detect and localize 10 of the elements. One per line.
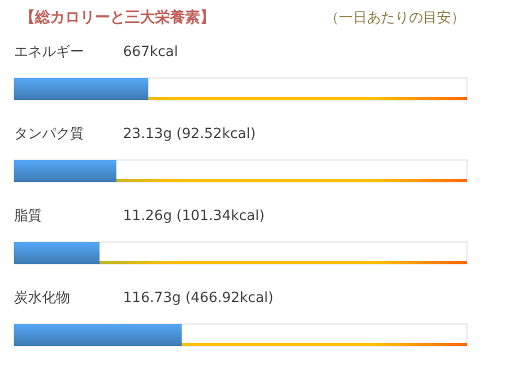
annotation: 116.73g (466.92kcal) xyxy=(123,290,274,306)
y-tick-label: エネルギー xyxy=(14,44,84,60)
chart-title: 【総カロリーと三大栄養素】 xyxy=(20,8,215,26)
y-tick-label: 脂質 xyxy=(14,208,42,224)
y-tick-label: タンパク質 xyxy=(14,126,84,142)
y-tick-label: 炭水化物 xyxy=(14,290,70,306)
annotation: 667kcal xyxy=(123,44,178,60)
annotation: 11.26g (101.34kcal) xyxy=(123,208,265,224)
text: （一日あたりの目安） xyxy=(325,10,465,26)
annotation: 23.13g (92.52kcal) xyxy=(123,126,256,142)
